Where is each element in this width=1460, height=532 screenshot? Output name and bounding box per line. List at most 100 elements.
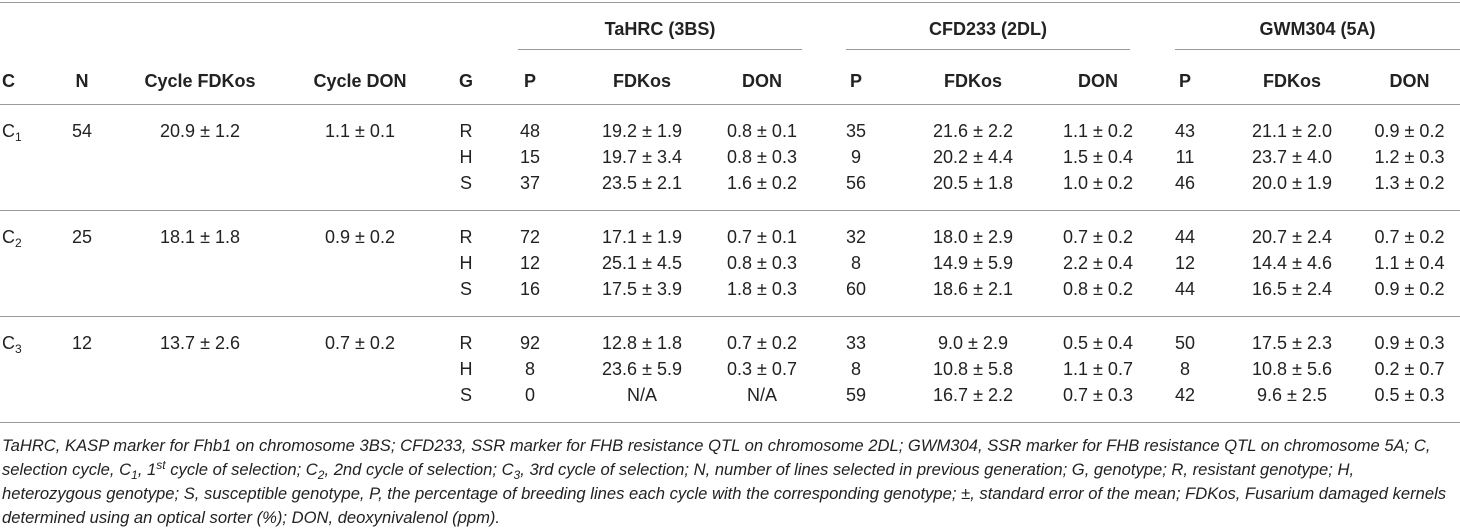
table-cell: 9 xyxy=(850,147,861,167)
table-cell: 1.2 ± 0.3 xyxy=(1374,147,1445,167)
table-cell: 10.8 ± 5.6 xyxy=(1252,359,1332,379)
genotype-cell: H xyxy=(459,359,473,379)
table-cell: 0.9 ± 0.3 xyxy=(1374,333,1445,353)
header-c: C xyxy=(2,71,15,91)
table-cell: 19.2 ± 1.9 xyxy=(602,121,682,141)
table-cell: 10.8 ± 5.8 xyxy=(933,359,1013,379)
cycle-n: 25 xyxy=(71,227,93,247)
table-cell: 12.8 ± 1.8 xyxy=(602,333,682,353)
footnote-sub-1: 1 xyxy=(131,468,138,482)
table-footnote: TaHRC, KASP marker for Fhb1 on chromosom… xyxy=(2,434,1458,530)
table-cell: 72 xyxy=(519,227,541,247)
group-rule-cfd233 xyxy=(846,49,1130,50)
cycle-don: 0.7 ± 0.2 xyxy=(325,333,395,353)
footnote-text-2: , 1 xyxy=(137,460,157,479)
table-cell: 11 xyxy=(1175,147,1195,167)
table-cell: 48 xyxy=(519,121,541,141)
table-cell: 46 xyxy=(1174,173,1196,193)
table-cell: 9.0 ± 2.9 xyxy=(938,333,1008,353)
cycle-label-main: C xyxy=(2,121,15,141)
table-cell: 21.1 ± 2.0 xyxy=(1252,121,1332,141)
cycle-fdkos: 13.7 ± 2.6 xyxy=(160,333,240,353)
table-cell: 92 xyxy=(519,333,541,353)
table-cell: 43 xyxy=(1174,121,1196,141)
table-cell: 0.5 ± 0.3 xyxy=(1374,385,1445,405)
table-cell: 1.1 ± 0.7 xyxy=(1063,359,1133,379)
table-cell: 17.5 ± 2.3 xyxy=(1252,333,1332,353)
divider-c1-c2 xyxy=(0,210,1460,211)
table-cell: 35 xyxy=(845,121,867,141)
table-cell: 18.0 ± 2.9 xyxy=(933,227,1013,247)
table-cell: 0.7 ± 0.1 xyxy=(727,227,797,247)
table-cell: 60 xyxy=(845,279,867,299)
table-cell: 8 xyxy=(524,359,535,379)
footnote-text-5: , 3rd cycle of selection; N, number of l… xyxy=(2,460,1447,527)
table-cell: 0.8 ± 0.3 xyxy=(727,147,797,167)
table-cell: 0.9 ± 0.2 xyxy=(1374,121,1445,141)
header-cfd233-fdk: FDKos xyxy=(944,71,1002,91)
table-cell: 0.8 ± 0.2 xyxy=(1063,279,1133,299)
table-cell: 25.1 ± 4.5 xyxy=(602,253,682,273)
table-cell: 20.7 ± 2.4 xyxy=(1252,227,1332,247)
table-cell: 18.6 ± 2.1 xyxy=(933,279,1013,299)
table-cell: 0.7 ± 0.2 xyxy=(1374,227,1445,247)
table-cell: 1.1 ± 0.4 xyxy=(1374,253,1445,273)
divider-c2-c3 xyxy=(0,316,1460,317)
genotype-cell: R xyxy=(459,333,473,353)
table-cell: 0.2 ± 0.7 xyxy=(1374,359,1445,379)
cycle-n: 54 xyxy=(71,121,93,141)
table-cell: 8 xyxy=(1179,359,1190,379)
cycle-don: 1.1 ± 0.1 xyxy=(325,121,395,141)
genotype-cell: S xyxy=(459,385,472,405)
table-cell: 0.7 ± 0.2 xyxy=(1063,227,1133,247)
table-cell: 37 xyxy=(519,173,541,193)
footnote-text-4: , 2nd cycle of selection; C xyxy=(324,460,514,479)
cycle-label-sub: 2 xyxy=(15,236,22,250)
table-cell: 0.3 ± 0.7 xyxy=(727,359,797,379)
group-rule-gwm304 xyxy=(1175,49,1460,50)
table-cell: 14.9 ± 5.9 xyxy=(933,253,1013,273)
group-title-gwm304: GWM304 (5A) xyxy=(1259,19,1376,39)
footnote-text-3: cycle of selection; C xyxy=(165,460,318,479)
header-cycle-fdkos: Cycle FDKos xyxy=(144,71,256,91)
cycle-fdkos: 18.1 ± 1.8 xyxy=(160,227,240,247)
cycle-fdkos: 20.9 ± 1.2 xyxy=(160,121,240,141)
table-cell: 44 xyxy=(1174,279,1196,299)
header-n: N xyxy=(75,71,89,91)
genotype-cell: R xyxy=(459,227,473,247)
table-cell: 16.5 ± 2.4 xyxy=(1252,279,1332,299)
header-gwm304-p: P xyxy=(1178,71,1191,91)
table-cell: 0.5 ± 0.4 xyxy=(1063,333,1133,353)
table-cell: 59 xyxy=(845,385,867,405)
table-cell: 1.1 ± 0.2 xyxy=(1063,121,1133,141)
cycle-label: C3 xyxy=(2,332,42,355)
header-tahrc-don: DON xyxy=(742,71,782,91)
table-cell: 56 xyxy=(845,173,867,193)
footnote-sup-1: st xyxy=(156,458,166,472)
table-cell: 19.7 ± 3.4 xyxy=(602,147,682,167)
genotype-cell: H xyxy=(459,147,473,167)
header-gwm304-don: DON xyxy=(1389,71,1430,91)
table-cell: 0.9 ± 0.2 xyxy=(1374,279,1445,299)
cycle-label-main: C xyxy=(2,227,15,247)
table-cell: 23.6 ± 5.9 xyxy=(602,359,682,379)
genotype-cell: S xyxy=(459,173,472,193)
table-cell: N/A xyxy=(746,385,777,405)
table-cell: 17.1 ± 1.9 xyxy=(602,227,682,247)
table-cell: 15 xyxy=(519,147,541,167)
cycle-n: 12 xyxy=(71,333,93,353)
footnote-sub-3: 3 xyxy=(513,468,521,482)
footnote-sub-2: 2 xyxy=(317,468,325,482)
table-cell: 0.8 ± 0.3 xyxy=(727,253,797,273)
table-cell: 1.3 ± 0.2 xyxy=(1374,173,1445,193)
table-cell: 23.7 ± 4.0 xyxy=(1252,147,1332,167)
table-cell: 42 xyxy=(1174,385,1196,405)
table-cell: 2.2 ± 0.4 xyxy=(1063,253,1133,273)
table-cell: 1.8 ± 0.3 xyxy=(727,279,797,299)
header-cfd233-don: DON xyxy=(1078,71,1118,91)
table-cell: 23.5 ± 2.1 xyxy=(602,173,682,193)
header-rule xyxy=(0,104,1460,105)
header-tahrc-fdk: FDKos xyxy=(613,71,671,91)
table-cell: N/A xyxy=(626,385,657,405)
